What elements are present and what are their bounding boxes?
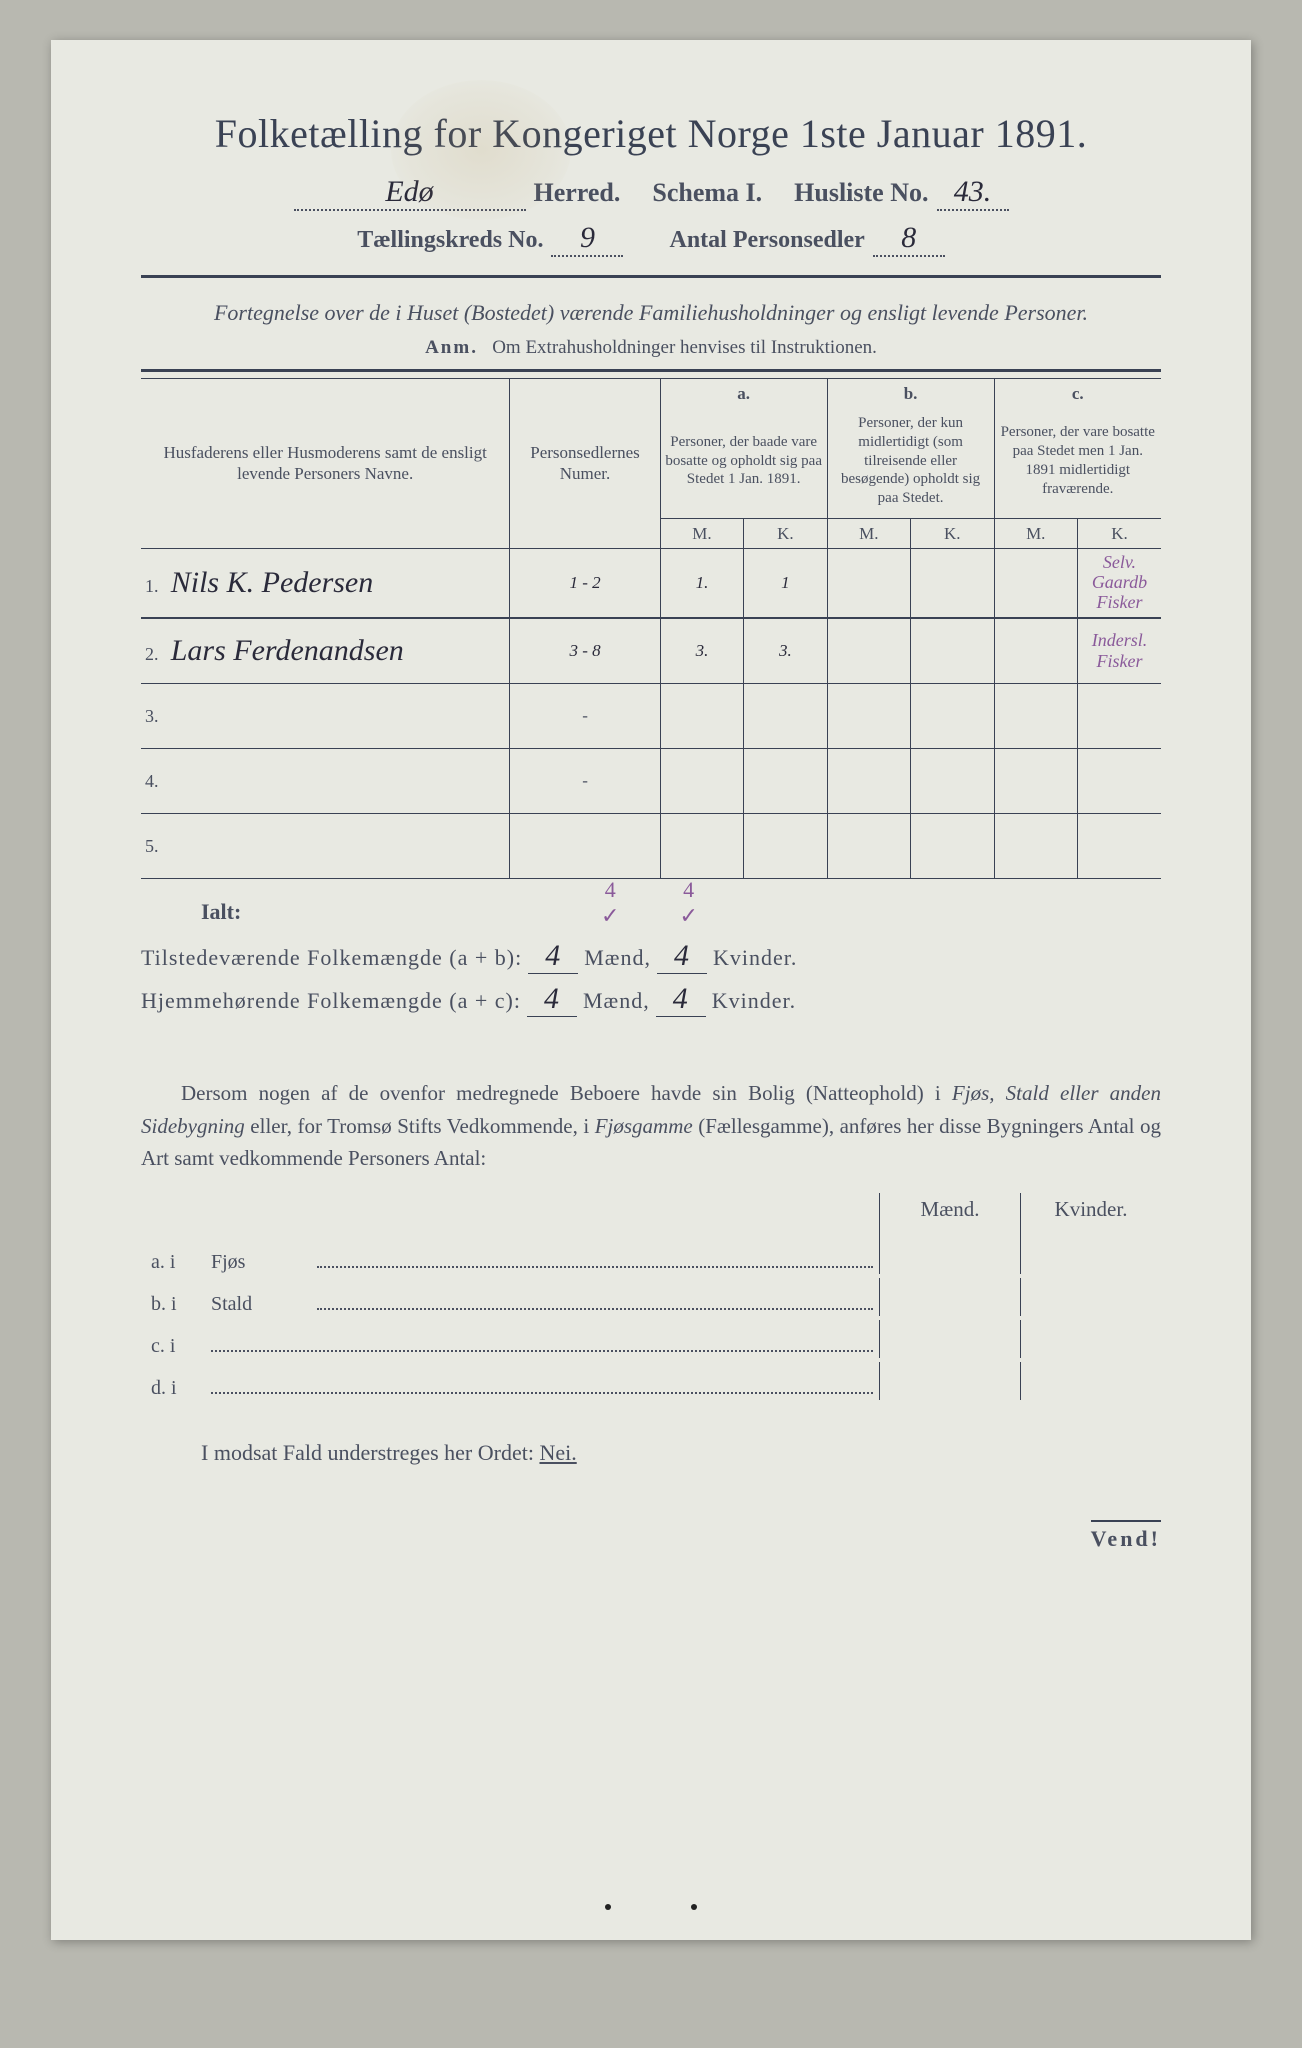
kreds-label: Tællingskreds No.: [357, 227, 543, 254]
bt-c-label: c. i: [141, 1335, 211, 1358]
page-title: Folketælling for Kongeriget Norge 1ste J…: [141, 110, 1161, 157]
census-form-page: Folketælling for Kongeriget Norge 1ste J…: [51, 40, 1251, 1940]
bt-a-label: a. i: [141, 1251, 211, 1274]
row-numer: 3 - 8: [510, 618, 660, 684]
th-bm: M.: [827, 518, 910, 548]
subtitle: Fortegnelse over de i Huset (Bostedet) v…: [141, 298, 1161, 329]
row-ak: 3.: [744, 618, 827, 684]
line1-label: Tilstedeværende Folkemængde (a + b):: [141, 945, 522, 971]
th-am: M.: [660, 518, 743, 548]
schema-label: Schema I.: [652, 178, 762, 208]
row-numer: 1 - 2: [510, 549, 660, 619]
th-numer: Personsedlernes Numer.: [510, 378, 660, 548]
th-ck: K.: [1077, 518, 1161, 548]
building-row-b: b. i Stald: [141, 1278, 1161, 1316]
building-paragraph: Dersom nogen af de ovenfor medregnede Be…: [141, 1077, 1161, 1175]
table-row: 4. -: [141, 749, 1161, 814]
th-a-label: a.: [660, 378, 827, 408]
binding-dots: [605, 1904, 697, 1910]
row-note: Indersl. Fisker: [1092, 630, 1148, 671]
nei-text: I modsat Fald understreges her Ordet:: [201, 1440, 534, 1465]
row-numer: -: [510, 684, 660, 749]
bt-maend: Mænd.: [879, 1193, 1020, 1236]
row-num: 5.: [145, 836, 167, 856]
th-b-text: Personer, der kun midlertidigt (som tilr…: [827, 408, 994, 518]
th-bk: K.: [911, 518, 994, 548]
line2-m: 4: [527, 982, 577, 1017]
row-ak: 1: [744, 549, 827, 619]
census-table-wrap: Husfaderens eller Husmoderens samt de en…: [141, 369, 1161, 879]
line2-klabel: Kvinder.: [712, 988, 796, 1014]
check-marks: 4 ✓ 4 ✓: [601, 877, 698, 929]
vend-label: Vend!: [141, 1526, 1161, 1552]
totals-line-1: Tilstedeværende Folkemængde (a + b): 4 M…: [141, 939, 1161, 974]
divider: [141, 275, 1161, 278]
row-numer: -: [510, 749, 660, 814]
line1-k: 4: [657, 939, 707, 974]
row-num: 1.: [145, 576, 167, 596]
line2-mlabel: Mænd,: [583, 988, 650, 1014]
header-line-2: Tællingskreds No. 9 Antal Personsedler 8: [141, 221, 1161, 257]
anm-label: Anm.: [425, 337, 478, 358]
row-num: 4.: [145, 771, 167, 791]
table-row: 3. -: [141, 684, 1161, 749]
header-line-1: Edø Herred. Schema I. Husliste No. 43.: [141, 175, 1161, 211]
building-row-d: d. i: [141, 1362, 1161, 1400]
row-note: Selv. Gaardb Fisker: [1092, 552, 1147, 612]
th-c-text: Personer, der vare bosatte paa Stedet me…: [994, 408, 1161, 518]
census-table: Husfaderens eller Husmoderens samt de en…: [141, 378, 1161, 878]
nei-line: I modsat Fald understreges her Ordet: Ne…: [141, 1440, 1161, 1466]
anm-text: Om Extrahusholdninger henvises til Instr…: [492, 337, 877, 358]
husliste-value: 43.: [937, 175, 1009, 211]
table-row: 1. Nils K. Pedersen 1 - 2 1. 1 Selv. Gaa…: [141, 549, 1161, 619]
th-names: Husfaderens eller Husmoderens samt de en…: [141, 378, 510, 548]
line2-k: 4: [656, 982, 706, 1017]
nei-word: Nei.: [539, 1440, 576, 1465]
line1-m: 4: [528, 939, 578, 974]
anm-note: Anm. Om Extrahusholdninger henvises til …: [141, 337, 1161, 359]
bt-b-label: b. i: [141, 1293, 211, 1316]
table-row: 5.: [141, 814, 1161, 879]
th-a-text: Personer, der baade vare bosatte og opho…: [660, 408, 827, 518]
th-ak: K.: [744, 518, 827, 548]
bt-b-word: Stald: [211, 1293, 311, 1316]
totals-block: 4 ✓ 4 ✓ Ialt: Tilstedeværende Folkemængd…: [141, 899, 1161, 1017]
th-b-label: b.: [827, 378, 994, 408]
antal-label: Antal Personsedler: [669, 227, 864, 254]
th-cm: M.: [994, 518, 1077, 548]
building-row-c: c. i: [141, 1320, 1161, 1358]
line1-mlabel: Mænd,: [584, 945, 651, 971]
row-am: 1.: [660, 549, 743, 619]
bt-a-word: Fjøs: [211, 1251, 311, 1274]
line1-klabel: Kvinder.: [713, 945, 797, 971]
bt-d-label: d. i: [141, 1377, 211, 1400]
antal-value: 8: [873, 221, 945, 257]
row-num: 2.: [145, 644, 167, 664]
building-row-a: a. i Fjøs: [141, 1236, 1161, 1274]
th-c-label: c.: [994, 378, 1161, 408]
table-row: 2. Lars Ferdenandsen 3 - 8 3. 3. Indersl…: [141, 618, 1161, 684]
line2-label: Hjemmehørende Folkemængde (a + c):: [141, 988, 521, 1014]
th-names-text: Husfaderens eller Husmoderens samt de en…: [151, 442, 499, 485]
check-2: 4 ✓: [679, 877, 697, 929]
bt-kvinder: Kvinder.: [1020, 1193, 1161, 1236]
row-name: Nils K. Pedersen: [171, 566, 374, 599]
husliste-label: Husliste No.: [794, 178, 928, 208]
kreds-value: 9: [551, 221, 623, 257]
paper-stain: [391, 80, 571, 220]
building-table-header: Mænd. Kvinder.: [141, 1193, 1161, 1236]
row-name: Lars Ferdenandsen: [171, 634, 404, 667]
check-1: 4 ✓: [601, 877, 619, 929]
row-num: 3.: [145, 706, 167, 726]
totals-line-2: Hjemmehørende Folkemængde (a + c): 4 Mæn…: [141, 982, 1161, 1017]
vend-text: Vend!: [1091, 1520, 1161, 1551]
row-am: 3.: [660, 618, 743, 684]
